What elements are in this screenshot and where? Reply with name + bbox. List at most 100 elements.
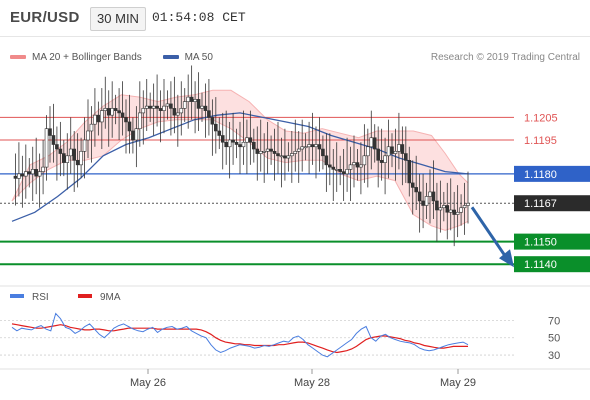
candle-body <box>414 187 418 193</box>
level-label-1: 1.1195 <box>524 135 557 147</box>
candle <box>421 173 425 229</box>
candle <box>141 90 146 145</box>
candle-body <box>362 155 367 166</box>
candle <box>127 94 132 154</box>
candle-body <box>165 103 170 107</box>
candle <box>72 130 76 192</box>
candle-body <box>324 155 329 166</box>
candle-body <box>17 173 21 179</box>
candle <box>265 121 270 174</box>
candle <box>417 173 422 233</box>
candle <box>182 88 187 122</box>
candle <box>379 128 384 181</box>
candle-body <box>103 108 108 111</box>
candle-body <box>466 202 470 206</box>
candle-body <box>203 105 208 111</box>
candle <box>193 81 197 134</box>
candle-body <box>372 137 377 150</box>
candle-body <box>193 99 197 102</box>
candle-body <box>448 209 453 213</box>
candle-body <box>214 123 218 132</box>
candle <box>362 124 367 183</box>
candle-body <box>110 108 114 116</box>
rsi-legend-swatch-1 <box>78 294 92 298</box>
candle-body <box>386 146 391 157</box>
candle-body <box>410 182 415 188</box>
candle <box>65 133 70 190</box>
candle-body <box>379 160 384 163</box>
candle <box>79 137 83 179</box>
candle <box>110 81 114 138</box>
candle <box>435 182 439 242</box>
candle-body <box>303 146 308 149</box>
candle-body <box>262 150 266 153</box>
candle-body <box>224 141 228 148</box>
candle-body <box>86 130 90 141</box>
candle <box>369 110 374 170</box>
candle-body <box>144 105 149 109</box>
candle <box>352 135 356 188</box>
candle <box>120 81 125 136</box>
candle-body <box>124 117 128 123</box>
candle <box>255 126 260 181</box>
arrow-head <box>499 249 514 268</box>
candle <box>410 160 415 215</box>
candle-body <box>79 150 83 166</box>
candle-body <box>265 148 270 152</box>
candle <box>62 140 66 177</box>
candle-body <box>355 162 360 168</box>
candle <box>113 94 118 125</box>
candle <box>93 88 97 147</box>
candle-body <box>75 160 80 166</box>
candle-body <box>62 153 66 163</box>
candle-body <box>428 191 432 197</box>
x-label-2: May 29 <box>440 377 476 389</box>
candle-body <box>462 205 467 209</box>
candle <box>283 128 287 181</box>
candle <box>258 119 263 172</box>
candle <box>241 110 246 165</box>
candle <box>296 130 301 183</box>
candle-body <box>220 135 225 143</box>
legend-label-ma50: MA 50 <box>184 52 213 63</box>
candle-body <box>366 146 370 157</box>
level-label-3: 1.1167 <box>524 198 557 210</box>
candle-body <box>431 191 436 202</box>
candle <box>172 76 177 134</box>
timeframe-button[interactable]: 30 MIN <box>90 7 146 31</box>
candle-body <box>341 171 346 175</box>
candle-body <box>286 155 291 159</box>
candle-body <box>290 153 294 157</box>
candle <box>37 153 42 208</box>
candle-body <box>455 211 460 215</box>
symbol-label: EUR/USD <box>10 9 80 26</box>
candle <box>314 126 318 179</box>
candle <box>328 133 332 186</box>
candle-body <box>296 148 301 152</box>
candle <box>55 126 59 181</box>
candle <box>279 137 284 188</box>
candle-body <box>435 200 439 211</box>
candle <box>307 121 311 174</box>
rsi-ma-line <box>11 323 468 354</box>
candle <box>334 142 339 192</box>
candle-body <box>383 155 387 163</box>
candle-body <box>41 166 45 172</box>
candle <box>217 117 222 150</box>
candle <box>17 142 21 197</box>
level-label-4: 1.1150 <box>524 237 557 249</box>
legend-label-bollinger: MA 20 + Bollinger Bands <box>32 52 142 63</box>
candle-body <box>231 139 235 143</box>
candle-body <box>252 141 256 150</box>
candle <box>248 110 253 165</box>
candle-body <box>345 169 349 175</box>
candle-body <box>44 128 49 168</box>
candle <box>134 106 139 168</box>
candle <box>448 178 453 231</box>
x-label-1: May 28 <box>294 377 330 389</box>
candle-body <box>172 108 177 116</box>
candle <box>376 126 380 188</box>
candle-body <box>245 137 249 143</box>
candle-body <box>442 205 446 209</box>
